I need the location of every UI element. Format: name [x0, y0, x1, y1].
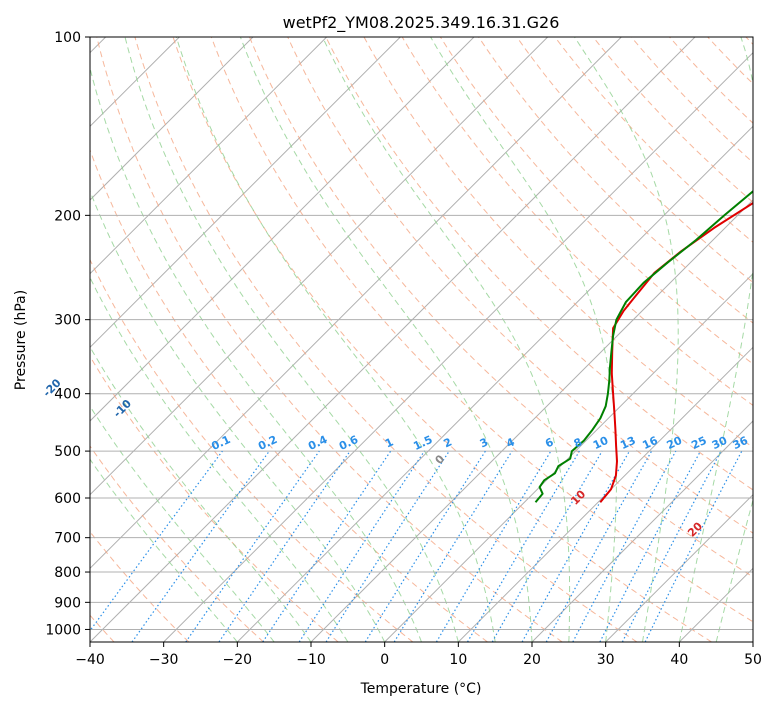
mixing-ratio-line	[218, 450, 351, 642]
temperature-profile-line	[599, 201, 753, 503]
moist-adiabat-line	[678, 37, 753, 642]
chart-title: wetPf2_YM08.2025.349.16.31.G26	[283, 13, 560, 33]
x-tick-label: 20	[523, 652, 541, 668]
x-tick-label: −30	[149, 652, 179, 668]
dry-adiabat-line	[90, 355, 339, 642]
x-tick-label: −40	[75, 652, 105, 668]
y-tick-label: 700	[54, 531, 81, 547]
dry-adiabat-line	[96, 37, 563, 642]
isotherm-line	[384, 272, 753, 642]
mixing-ratio-line	[131, 450, 270, 642]
x-tick-label: −10	[296, 652, 326, 668]
isotherm-line	[90, 37, 622, 570]
mixing-ratio-line	[644, 450, 743, 642]
isotherm-line	[90, 37, 549, 496]
mixing-ratio-label: 20	[665, 434, 685, 452]
mixing-ratio-line	[298, 450, 425, 642]
isotherm-line	[90, 37, 475, 422]
dewpoint-profile-line	[534, 189, 753, 503]
dry-adiabat-line	[325, 37, 753, 491]
moist-adiabat-line	[574, 37, 679, 642]
dry-adiabat-line	[249, 37, 753, 578]
y-tick-label: 800	[54, 565, 81, 581]
mixing-ratio-label: 25	[689, 434, 708, 452]
isotherm-line	[90, 37, 254, 201]
mixing-ratio-line	[90, 450, 223, 632]
y-tick-label: 1000	[45, 622, 81, 638]
y-tick-label: 200	[54, 208, 81, 224]
moist-adiabat-line	[430, 37, 617, 642]
moist-adiabat-line	[90, 276, 349, 642]
isotherm-line	[90, 37, 328, 275]
x-tick-label: −20	[223, 652, 253, 668]
mixing-ratio-label: 30	[710, 434, 730, 452]
x-tick-label: 10	[449, 652, 467, 668]
mixing-ratio-line	[325, 450, 450, 642]
dry-adiabat-line	[90, 445, 264, 642]
dry-adiabat-line	[172, 37, 712, 642]
dry-adiabat-line	[287, 37, 753, 534]
moist-adiabat-line	[90, 345, 312, 642]
isotherm-line	[236, 125, 753, 642]
dry-adiabat-line	[90, 258, 414, 642]
x-tick-label: 50	[744, 652, 762, 668]
y-tick-label: 900	[54, 595, 81, 611]
dry-adiabat-line	[516, 37, 753, 284]
moist-adiabat-line	[90, 405, 275, 642]
moist-adiabat-line	[322, 37, 571, 642]
moist-adiabat-line	[90, 189, 386, 642]
mixing-ratio-label: 10	[591, 434, 611, 452]
y-axis-label: Pressure (hPa)	[13, 290, 29, 390]
mixing-ratio-line	[572, 450, 677, 642]
moist-adiabat-line	[239, 37, 533, 642]
x-axis-label: Temperature (°C)	[360, 681, 482, 697]
mixing-ratio-line	[262, 450, 392, 642]
y-tick-label: 600	[54, 491, 81, 507]
isotherm-line	[457, 346, 753, 642]
background-lines	[90, 37, 753, 642]
x-tick-label: 30	[597, 652, 615, 668]
mixing-ratio-line	[185, 450, 320, 642]
mixing-ratio-line	[545, 450, 653, 642]
moist-adiabat-line	[90, 65, 422, 642]
y-tick-label: 300	[54, 313, 81, 329]
moist-adiabat-line	[715, 498, 753, 642]
mixing-ratio-line	[393, 450, 513, 642]
moist-adiabat-line	[90, 458, 238, 642]
y-tick-label: 100	[54, 30, 81, 46]
isotherm-line	[163, 51, 753, 642]
x-tick-label: 40	[670, 652, 688, 668]
mixing-ratio-label: 16	[640, 434, 660, 452]
moist-adiabat-line	[124, 37, 459, 642]
x-tick-label: 0	[380, 652, 389, 668]
data-series	[534, 189, 753, 503]
dry-adiabat-line	[134, 37, 638, 642]
y-tick-label: 500	[54, 444, 81, 460]
axes: −40 −30 −20 −10 0 10 20 30 40 50 100 200 300 400 500 60…	[45, 30, 762, 668]
mixing-ratio-line	[521, 450, 631, 642]
mixing-ratio-label: 36	[731, 434, 751, 452]
mixing-ratio-label: 13	[618, 434, 637, 452]
isotherm-line	[605, 493, 753, 642]
dry-adiabat-line	[210, 37, 753, 623]
y-tick-label: 400	[54, 387, 81, 403]
isotherm-line	[531, 420, 753, 642]
plot-frame	[89, 36, 754, 643]
moist-adiabat-line	[175, 37, 496, 642]
